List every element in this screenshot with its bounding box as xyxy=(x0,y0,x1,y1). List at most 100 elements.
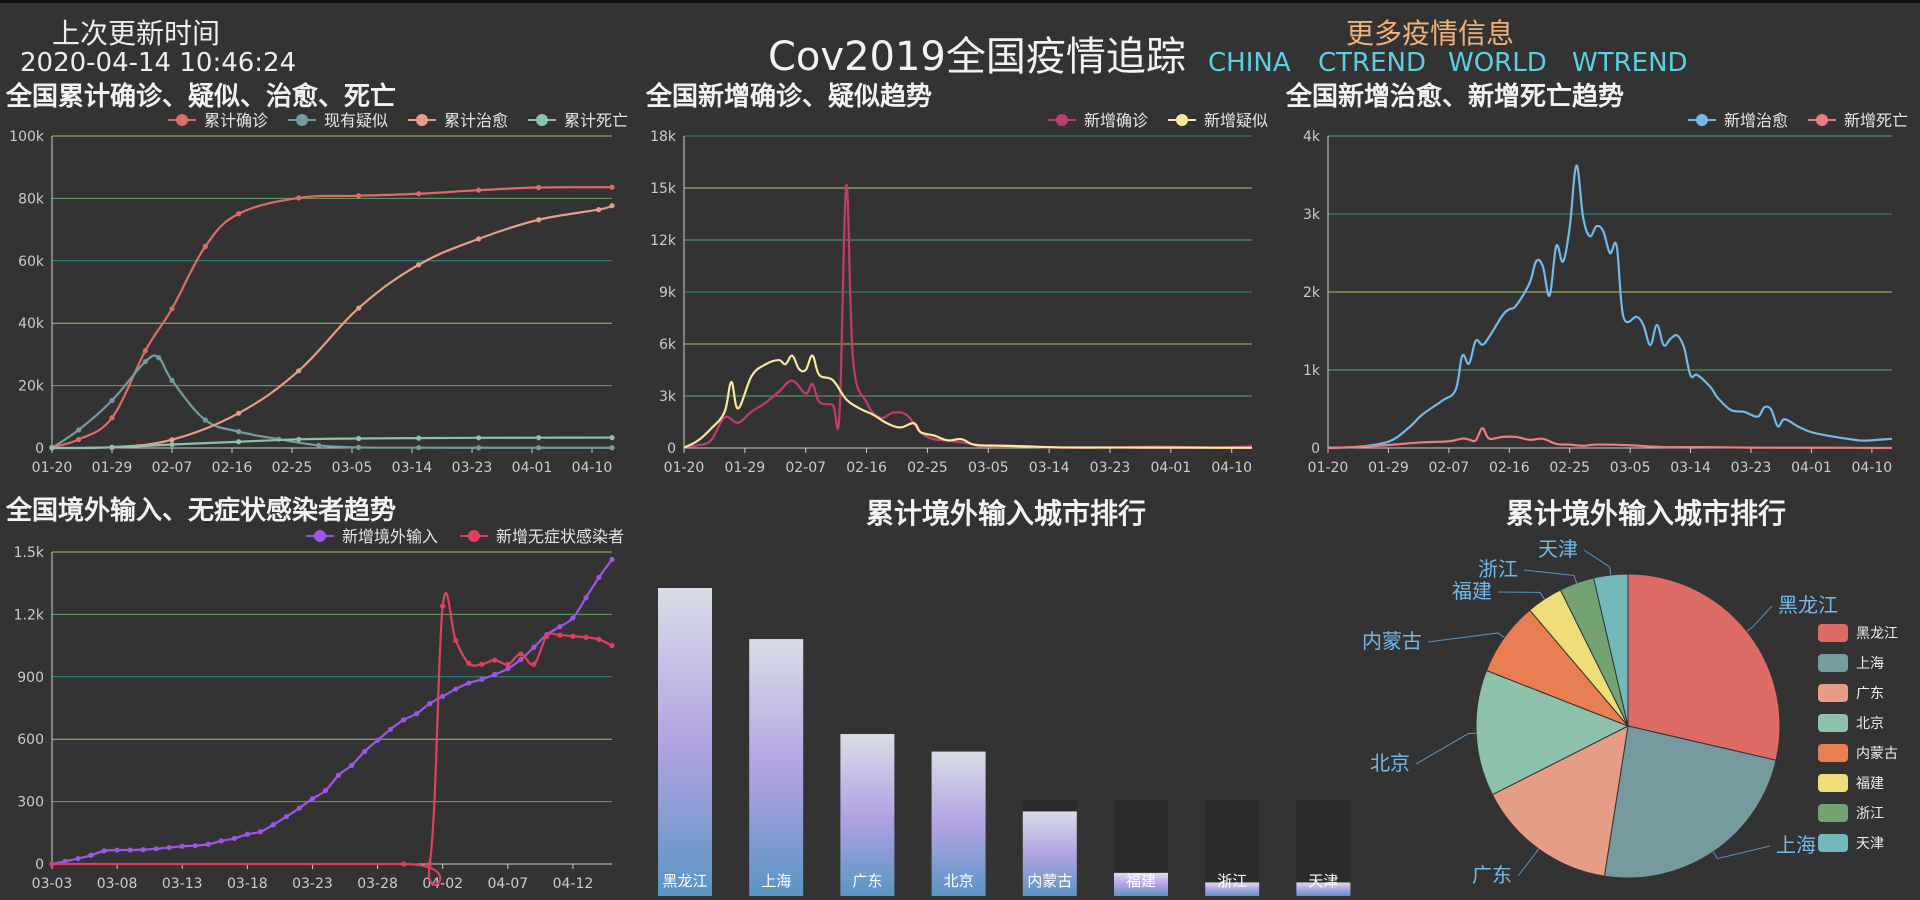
chart3-series-point-0 xyxy=(401,717,407,723)
chart1-legend-marker-1 xyxy=(1176,114,1188,126)
chart0-series-point-1 xyxy=(76,427,82,433)
chart3-series-point-0 xyxy=(309,796,316,802)
pie-label-3: 北京 xyxy=(1370,751,1410,775)
chart0-legend-marker-3 xyxy=(536,114,548,126)
chart3-series-point-0 xyxy=(140,847,146,853)
chart3-series-point-1 xyxy=(505,661,511,667)
chart0-series-point-3 xyxy=(609,434,615,441)
pie-label-line-3 xyxy=(1415,732,1477,765)
chart3-x-tick-label: 03-28 xyxy=(357,876,398,892)
chart0-series-point-3 xyxy=(169,441,175,448)
nav-link-ctrend[interactable]: CTREND xyxy=(1318,48,1426,78)
chart1-y-tick-label: 9k xyxy=(659,285,677,301)
chart3-series-point-0 xyxy=(466,680,472,686)
chart2-series-line-0 xyxy=(1327,164,1893,449)
chart2-x-tick-label: 02-25 xyxy=(1549,460,1590,476)
chart3-x-tick-label: 03-18 xyxy=(227,876,268,892)
chart3-series-point-0 xyxy=(244,831,250,837)
chart3-legend-label-0: 新增境外输入 xyxy=(342,527,438,546)
chart1-x-tick-label: 03-23 xyxy=(1090,460,1131,476)
top-border xyxy=(0,0,1920,3)
chart0-x-tick-label: 02-25 xyxy=(272,460,313,476)
chart3-series-point-0 xyxy=(505,666,511,672)
chart3-series-point-0 xyxy=(361,748,368,755)
chart0-series-point-1 xyxy=(202,417,208,423)
chart1-legend-label-1: 新增疑似 xyxy=(1204,111,1268,130)
chart0-series-point-1 xyxy=(109,397,115,404)
chart3-series-point-0 xyxy=(231,835,237,842)
chart0-series-point-3 xyxy=(476,435,482,441)
chart3-series-point-0 xyxy=(531,644,537,650)
pie-legend-swatch-3 xyxy=(1818,714,1848,732)
chart2-x-tick-label: 02-16 xyxy=(1489,460,1530,476)
chart3-series-point-0 xyxy=(609,556,615,563)
pie-legend-swatch-5 xyxy=(1818,774,1848,792)
chart1-legend-marker-0 xyxy=(1056,114,1068,126)
more-info-link[interactable]: 更多疫情信息 xyxy=(1346,17,1515,50)
chart3-y-tick-label: 300 xyxy=(17,795,44,811)
chart3-series-point-1 xyxy=(453,637,459,644)
chart0-series-point-2 xyxy=(609,203,615,209)
pie-legend-label-6: 浙江 xyxy=(1856,806,1884,822)
chart3-series-point-1 xyxy=(427,861,433,867)
pie-label-line-6 xyxy=(1523,569,1578,584)
chart1-x-tick-label: 01-20 xyxy=(664,460,705,476)
bar-label: 内蒙古 xyxy=(1027,872,1072,890)
bar-label: 浙江 xyxy=(1217,872,1247,890)
chart3-series-point-1 xyxy=(531,661,537,667)
pie-label-1: 上海 xyxy=(1776,833,1816,857)
chart3-series-point-0 xyxy=(557,624,563,630)
chart0-series-point-0 xyxy=(236,211,242,217)
nav-link-wtrend[interactable]: WTREND xyxy=(1572,48,1688,78)
chart2-x-tick-label: 04-01 xyxy=(1791,460,1832,476)
chart3-series-point-0 xyxy=(596,574,602,580)
pie-legend-label-3: 北京 xyxy=(1856,716,1884,732)
chart0-series-point-0 xyxy=(476,187,482,193)
chart3-series-point-1 xyxy=(544,633,550,639)
chart0-series-line-2 xyxy=(51,204,613,450)
bar-label: 上海 xyxy=(761,872,791,890)
chart-title-new-cured: 全国新增治愈、新增死亡趋势 xyxy=(1286,82,1625,112)
update-time: 2020-04-14 10:46:24 xyxy=(20,48,297,78)
chart3-y-tick-label: 1.2k xyxy=(14,607,45,623)
chart3-y-tick-label: 600 xyxy=(17,732,44,748)
chart0-series-point-3 xyxy=(49,445,55,451)
chart0-series-point-0 xyxy=(76,436,82,443)
chart0-x-tick-label: 02-16 xyxy=(212,460,253,476)
chart2-y-tick-label: 1k xyxy=(1303,363,1321,379)
chart3-series-point-0 xyxy=(492,671,498,678)
chart3-x-tick-label: 04-07 xyxy=(487,876,528,892)
chart0-series-point-0 xyxy=(356,193,362,199)
pie-legend-label-7: 天津 xyxy=(1856,836,1884,852)
chart3-x-tick-label: 04-02 xyxy=(422,876,463,892)
chart3-series-point-0 xyxy=(322,787,329,794)
chart3-series-point-0 xyxy=(166,844,172,851)
pie-legend-label-4: 内蒙古 xyxy=(1856,746,1898,762)
chart3-series-point-0 xyxy=(570,615,576,621)
pie-slice-3 xyxy=(1475,669,1630,796)
pie-slice-2 xyxy=(1491,725,1629,877)
chart-title-new-confirmed: 全国新增确诊、疑似趋势 xyxy=(646,82,933,112)
pie-legend-swatch-0 xyxy=(1818,624,1848,642)
chart0-x-tick-label: 01-20 xyxy=(32,460,73,476)
chart0-series-point-2 xyxy=(536,217,542,223)
chart3-x-tick-label: 03-23 xyxy=(292,876,333,892)
chart3-series-point-0 xyxy=(348,762,355,769)
chart2-x-tick-label: 01-20 xyxy=(1308,460,1349,476)
chart2-legend-marker-0 xyxy=(1696,114,1708,126)
chart1-y-tick-label: 3k xyxy=(659,389,677,405)
nav-link-world[interactable]: WORLD xyxy=(1448,48,1547,78)
nav-link-china[interactable]: CHINA xyxy=(1208,48,1291,78)
chart0-series-point-2 xyxy=(236,410,242,416)
chart0-series-point-1 xyxy=(356,444,362,451)
chart0-series-point-0 xyxy=(536,184,542,191)
pie-legend-swatch-7 xyxy=(1818,834,1848,852)
chart3-series-point-0 xyxy=(440,693,446,699)
chart0-x-tick-label: 02-07 xyxy=(152,460,193,476)
bar-rect xyxy=(840,734,895,896)
bar-rect xyxy=(931,751,986,896)
chart0-series-point-2 xyxy=(296,368,302,374)
chart1-y-tick-label: 0 xyxy=(667,441,676,457)
chart0-series-point-1 xyxy=(236,429,242,435)
